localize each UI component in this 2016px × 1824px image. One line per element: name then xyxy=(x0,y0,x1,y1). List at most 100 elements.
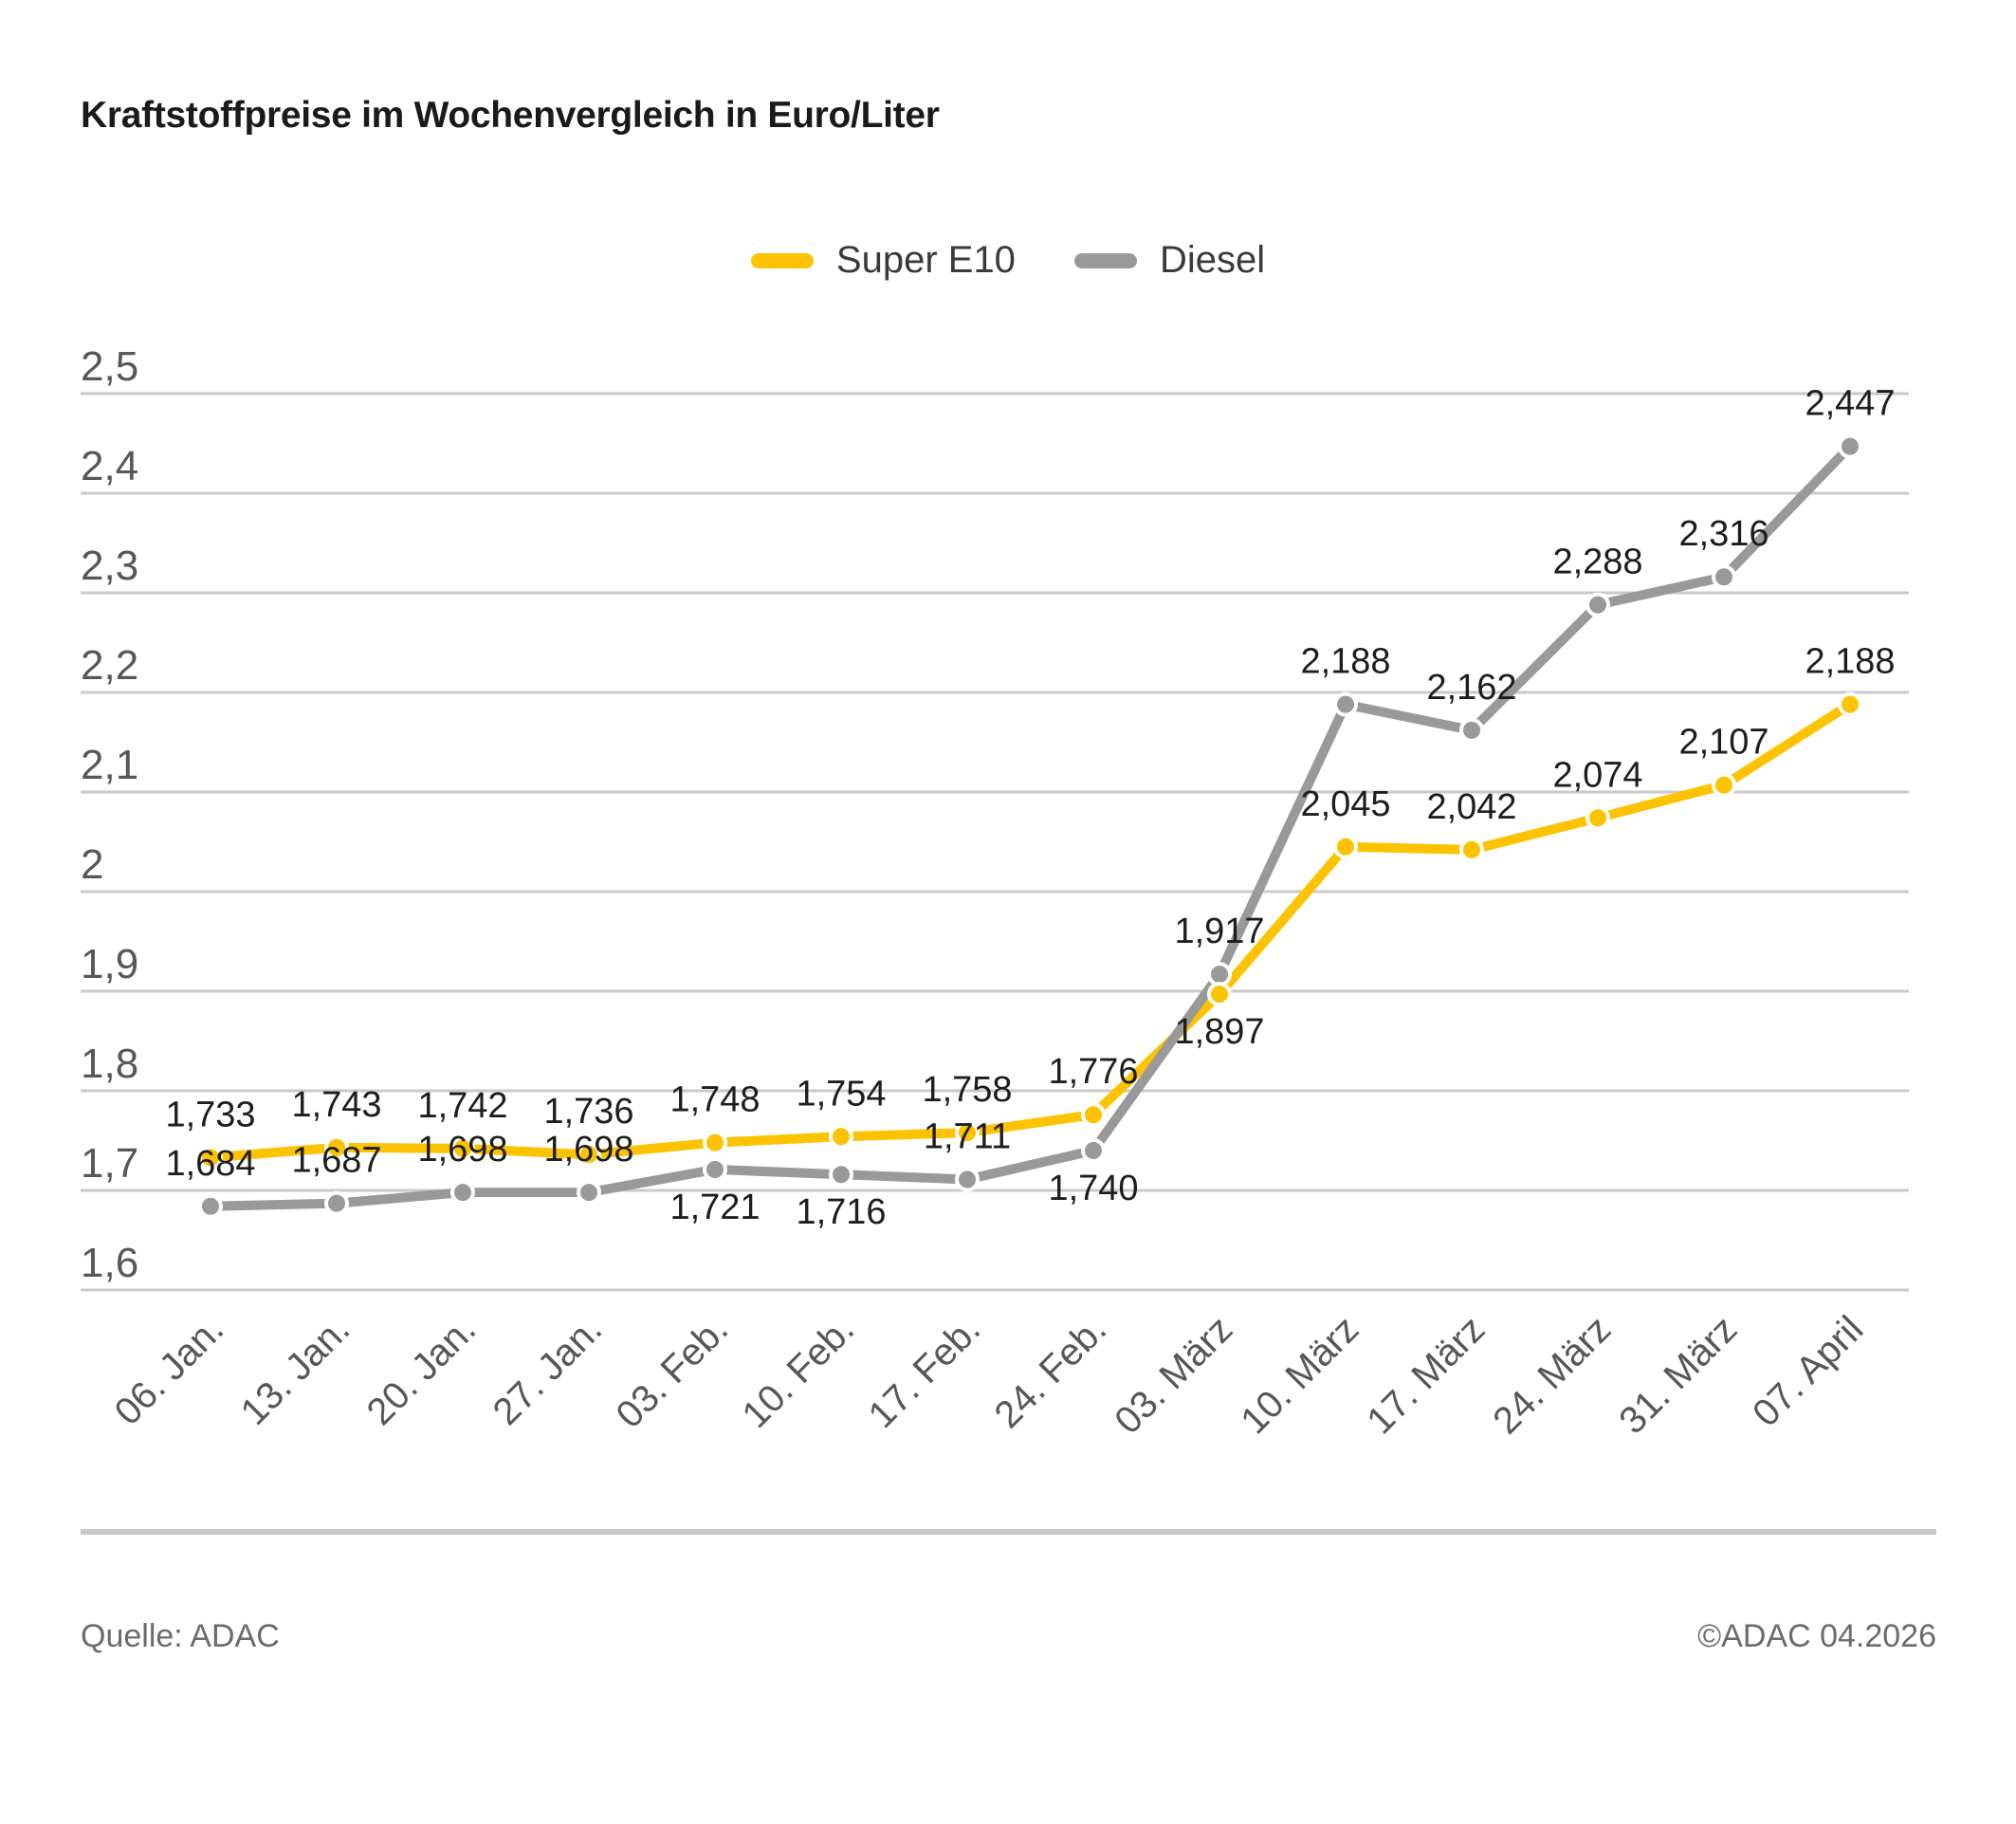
value-label-diesel: 1,684 xyxy=(165,1144,255,1184)
marker-super-e10 xyxy=(955,1120,980,1146)
marker-diesel xyxy=(1712,564,1736,590)
x-axis-tick-label: 03. Feb. xyxy=(608,1308,736,1436)
marker-diesel xyxy=(1333,691,1358,717)
y-axis-tick-label: 2,3 xyxy=(81,543,138,589)
marker-super-e10 xyxy=(1459,837,1484,862)
value-label-super-e10: 1,754 xyxy=(796,1074,886,1114)
marker-super-e10 xyxy=(1712,772,1736,798)
value-label-super-e10: 1,733 xyxy=(165,1095,255,1134)
marker-diesel xyxy=(955,1167,980,1192)
marker-diesel xyxy=(198,1193,223,1219)
value-label-super-e10: 1,736 xyxy=(543,1092,633,1132)
value-label-diesel: 2,162 xyxy=(1426,668,1516,708)
value-label-diesel: 1,711 xyxy=(924,1116,1011,1156)
value-label-super-e10: 2,045 xyxy=(1300,784,1390,824)
value-label-super-e10: 2,042 xyxy=(1426,787,1516,827)
copyright-notice: ©ADAC 04.2026 xyxy=(1697,1618,1936,1654)
marker-diesel xyxy=(1838,433,1862,459)
x-axis-tick-label: 13. Jan. xyxy=(233,1308,358,1433)
marker-super-e10 xyxy=(1585,805,1610,831)
marker-super-e10 xyxy=(324,1134,349,1160)
value-label-diesel: 1,716 xyxy=(796,1192,886,1232)
legend-item-super-e10: Super E10 xyxy=(750,239,1016,282)
value-labels: 1,733 1,743 1,742 1,736 1,748 1,754 1,758 1,776… xyxy=(165,384,1895,1233)
series-markers xyxy=(198,433,1862,1219)
legend-label-super-e10: Super E10 xyxy=(835,239,1016,281)
x-axis-ticks: 06. Jan. 13. Jan. 20. Jan. 27. Jan.03. Feb.… xyxy=(107,1308,1872,1442)
y-axis-tick-label: 1,8 xyxy=(81,1041,138,1087)
marker-diesel xyxy=(1585,592,1610,617)
line-super-e10 xyxy=(206,699,1855,1163)
value-label-diesel: 2,447 xyxy=(1805,384,1895,424)
value-label-super-e10: 1,776 xyxy=(1048,1052,1138,1092)
x-axis-tick-label: 20. Jan. xyxy=(359,1308,485,1433)
y-axis-tick-label: 2,5 xyxy=(81,343,138,390)
marker-super-e10 xyxy=(703,1130,727,1155)
value-label-super-e10: 1,743 xyxy=(291,1085,381,1125)
y-axis-tick-label: 2,1 xyxy=(81,742,138,788)
value-label-diesel: 2,188 xyxy=(1300,642,1390,682)
series-lines xyxy=(206,441,1855,1211)
marker-super-e10 xyxy=(829,1124,853,1150)
x-axis-tick-label: 17. Feb. xyxy=(860,1308,988,1436)
marker-super-e10 xyxy=(1333,834,1358,859)
x-axis-tick-label: 06. Jan. xyxy=(107,1308,232,1433)
marker-diesel xyxy=(1459,717,1484,743)
marker-super-e10 xyxy=(1081,1102,1106,1128)
value-label-super-e10: 1,748 xyxy=(669,1080,760,1120)
value-label-diesel: 1,698 xyxy=(417,1130,507,1170)
marker-super-e10 xyxy=(198,1145,223,1170)
x-axis-tick-label: 24. Feb. xyxy=(986,1308,1114,1436)
marker-diesel xyxy=(324,1190,349,1216)
x-axis-tick-label: 03. März xyxy=(1107,1308,1240,1442)
legend-swatch-diesel xyxy=(1073,252,1137,268)
y-axis-tick-label: 1,6 xyxy=(81,1240,138,1286)
gridlines xyxy=(81,392,1909,1292)
x-axis-tick-label: 31. März xyxy=(1611,1308,1745,1442)
x-axis-tick-label: 27. Jan. xyxy=(486,1308,611,1433)
value-label-super-e10: 1,742 xyxy=(417,1086,507,1126)
source-credit: Quelle: ADAC xyxy=(81,1618,280,1654)
marker-diesel xyxy=(703,1156,727,1182)
value-label-super-e10: 1,758 xyxy=(922,1070,1012,1110)
x-axis-tick-label: 10. März xyxy=(1233,1308,1366,1442)
marker-super-e10 xyxy=(450,1135,475,1161)
x-axis-tick-label: 07. April xyxy=(1745,1308,1871,1434)
marker-diesel xyxy=(577,1180,601,1206)
x-axis-tick-label: 24. März xyxy=(1485,1308,1619,1442)
y-axis-ticks: 2,5 2,4 2,3 2,2 2,1 2 1,9 1,8 1,7 1,6 xyxy=(81,343,138,1286)
marker-super-e10 xyxy=(1207,982,1232,1007)
marker-diesel xyxy=(450,1180,475,1206)
y-axis-tick-label: 2,2 xyxy=(81,642,138,689)
y-axis-tick-label: 1,7 xyxy=(81,1140,138,1187)
value-label-diesel: 2,316 xyxy=(1678,514,1769,554)
line-diesel xyxy=(206,441,1855,1211)
value-label-diesel: 1,698 xyxy=(543,1130,633,1170)
chart-legend: Super E10 Diesel xyxy=(0,239,2016,282)
footer-separator xyxy=(81,1529,1936,1535)
value-label-diesel: 1,740 xyxy=(1048,1169,1138,1208)
legend-item-diesel: Diesel xyxy=(1073,239,1266,282)
value-label-super-e10: 2,074 xyxy=(1552,755,1642,795)
marker-super-e10 xyxy=(1838,691,1862,717)
value-label-super-e10: 2,188 xyxy=(1805,642,1895,682)
marker-super-e10 xyxy=(577,1142,601,1168)
marker-diesel xyxy=(1207,962,1232,987)
value-label-diesel: 1,917 xyxy=(1174,912,1264,951)
x-axis-tick-label: 10. Feb. xyxy=(734,1308,862,1436)
value-label-diesel: 2,288 xyxy=(1552,543,1642,582)
value-label-super-e10: 2,107 xyxy=(1678,723,1769,763)
value-label-diesel: 1,687 xyxy=(291,1141,381,1181)
x-axis-tick-label: 17. März xyxy=(1359,1308,1493,1442)
value-label-diesel: 1,721 xyxy=(669,1188,760,1227)
legend-swatch-super-e10 xyxy=(750,252,814,268)
page-title: Kraftstoffpreise im Wochenvergleich in E… xyxy=(81,95,940,136)
y-axis-tick-label: 2 xyxy=(81,841,103,888)
legend-label-diesel: Diesel xyxy=(1159,239,1266,281)
value-label-super-e10: 1,897 xyxy=(1174,1012,1264,1052)
y-axis-tick-label: 1,9 xyxy=(81,941,138,987)
marker-diesel xyxy=(1081,1138,1106,1163)
y-axis-tick-label: 2,4 xyxy=(81,443,138,489)
